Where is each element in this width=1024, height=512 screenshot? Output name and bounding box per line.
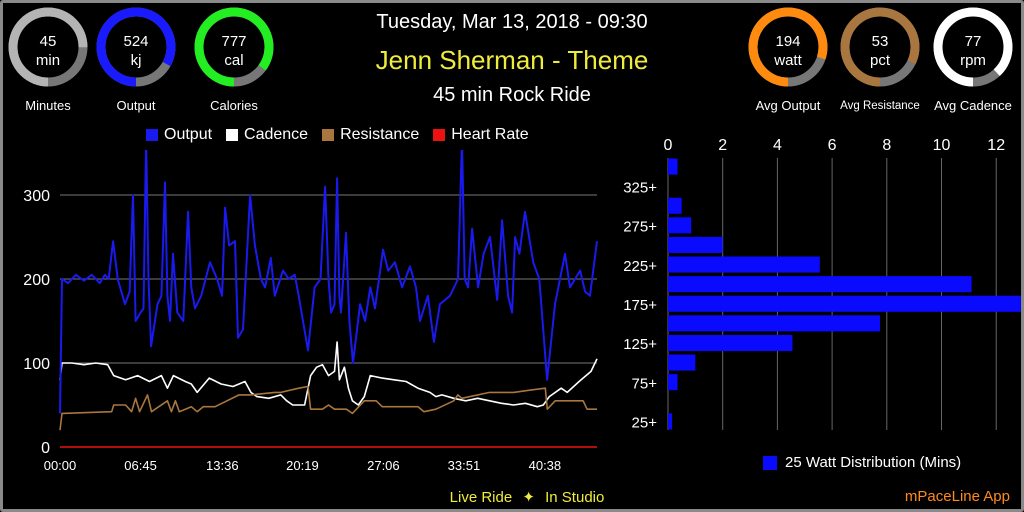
gauge-fill (933, 7, 1013, 87)
gauge-label: Output (116, 98, 156, 113)
histogram-bar-75+ (668, 374, 678, 391)
legend-swatch (146, 129, 158, 141)
gauge-fill (8, 7, 88, 87)
legend-label: Output (164, 126, 213, 143)
gauge-unit: kj (130, 52, 142, 69)
gauge-fill (748, 7, 828, 87)
legend-item-cadence: Cadence (226, 126, 308, 144)
gauge-unit: rpm (960, 52, 986, 69)
live-ride-label: Live Ride (449, 489, 513, 506)
x-tick-label: 10 (933, 137, 951, 154)
x-tick-label: 4 (773, 137, 782, 154)
y-category-label: 275+ (623, 219, 657, 236)
gauge-unit: watt (774, 52, 802, 69)
y-category-label: 225+ (623, 258, 657, 275)
y-category-label: 75+ (632, 375, 658, 392)
x-tick-label: 6 (828, 137, 837, 154)
footer-status: Live Ride ✦ In Studio (300, 488, 754, 506)
gauge-avg-resistance: 53 pct Avg Resistance (835, 0, 925, 120)
legend-swatch (763, 455, 777, 470)
y-category-label: 325+ (623, 179, 657, 196)
histogram-bar-275+ (668, 217, 692, 234)
gauge-unit: min (35, 52, 61, 69)
y-tick-label: 200 (23, 272, 50, 289)
y-category-label: 25+ (632, 415, 658, 432)
studio-label: In Studio (545, 489, 605, 506)
series-line-output (59, 150, 598, 414)
histogram-bar-250+ (668, 236, 723, 253)
gauge-value: 77 (964, 33, 982, 50)
gauge-minutes: 45 min Minutes (3, 0, 93, 120)
gauge-avg-output: 194 watt Avg Output (743, 0, 833, 120)
y-category-label: 175+ (623, 297, 657, 314)
histogram-bar-150+ (668, 315, 880, 332)
histogram-bar-100+ (668, 354, 696, 371)
histogram-bar-350+ (668, 158, 678, 175)
histogram-bar-175+ (668, 295, 1021, 312)
legend-item-output: Output (146, 126, 212, 144)
legend-label: Cadence (244, 126, 309, 143)
x-tick-label: 8 (882, 137, 891, 154)
x-tick-label: 06:45 (124, 458, 157, 473)
legend-item-resistance: Resistance (322, 126, 419, 144)
y-tick-label: 100 (23, 356, 50, 373)
gauge-label: Calories (210, 98, 258, 113)
x-tick-label: 2 (718, 137, 727, 154)
y-tick-label: 0 (41, 440, 50, 457)
gauge-label: Avg Resistance (840, 100, 920, 112)
gauge-avg-cadence: 77 rpm Avg Cadence (928, 0, 1018, 120)
gauge-calories: 777 cal Calories (189, 0, 279, 120)
gauge-value: 524 (123, 33, 149, 50)
app-name: mPaceLine App (904, 488, 1010, 505)
instructor-title: Jenn Sherman - Theme (375, 45, 649, 75)
x-tick-label: 12 (987, 137, 1005, 154)
gauge-value: 194 (775, 33, 801, 50)
sparkle-icon: ✦ (522, 489, 535, 506)
gauge-unit: cal (224, 52, 244, 69)
ride-name: 45 min Rock Ride (433, 84, 591, 106)
histogram-bar-25+ (668, 413, 673, 430)
x-tick-label: 40:38 (529, 458, 562, 473)
x-tick-label: 20:19 (286, 458, 319, 473)
x-tick-label: 13:36 (206, 458, 239, 473)
histogram-legend-label: 25 Watt Distribution (Mins) (785, 454, 962, 471)
legend-label: Resistance (340, 126, 420, 143)
histogram-bar-200+ (668, 276, 972, 293)
line-chart-legend: Output Cadence Resistance Heart Rate (146, 126, 529, 144)
ride-date: Tuesday, Mar 13, 2018 - 09:30 (376, 11, 648, 33)
watt-distribution-histogram: 0 2 4 6 8 10 12 325+ 275+ 225+ 175+ 125+ 75+ 25+ (623, 137, 1021, 432)
ride-metrics-line-chart: 0 100 200 300 00:00 06:45 13:36 20:19 27:06 33:51… (23, 150, 598, 473)
gauge-value: 45 (39, 33, 57, 50)
x-tick-label: 33:51 (448, 458, 481, 473)
gauge-value: 53 (871, 33, 889, 50)
histogram-bar-125+ (668, 334, 793, 351)
x-tick-label: 00:00 (44, 458, 77, 473)
y-tick-label: 300 (23, 188, 50, 205)
gauge-value: 777 (221, 33, 247, 50)
gauge-unit: pct (869, 52, 890, 69)
gauge-label: Avg Output (755, 98, 821, 113)
gauge-fill (194, 7, 274, 87)
y-category-label: 125+ (623, 336, 657, 353)
x-tick-label: 27:06 (367, 458, 400, 473)
gauge-fill (96, 7, 176, 87)
legend-label: Heart Rate (451, 126, 529, 143)
legend-swatch (433, 129, 446, 141)
gauge-label: Avg Cadence (934, 98, 1012, 113)
histogram-bar-225+ (668, 256, 820, 273)
legend-swatch (322, 129, 335, 141)
gauge-output: 524 kj Output (91, 0, 181, 120)
histogram-bar-300+ (668, 197, 682, 214)
series-line-cadence (59, 341, 598, 408)
gauge-fill (840, 7, 920, 87)
histogram-legend: 25 Watt Distribution (Mins) (763, 454, 961, 471)
series-line-resistance (59, 385, 597, 431)
legend-swatch (226, 129, 239, 141)
gauge-label: Minutes (25, 98, 71, 113)
legend-item-heart-rate: Heart Rate (433, 126, 529, 144)
x-tick-label: 0 (664, 137, 673, 154)
